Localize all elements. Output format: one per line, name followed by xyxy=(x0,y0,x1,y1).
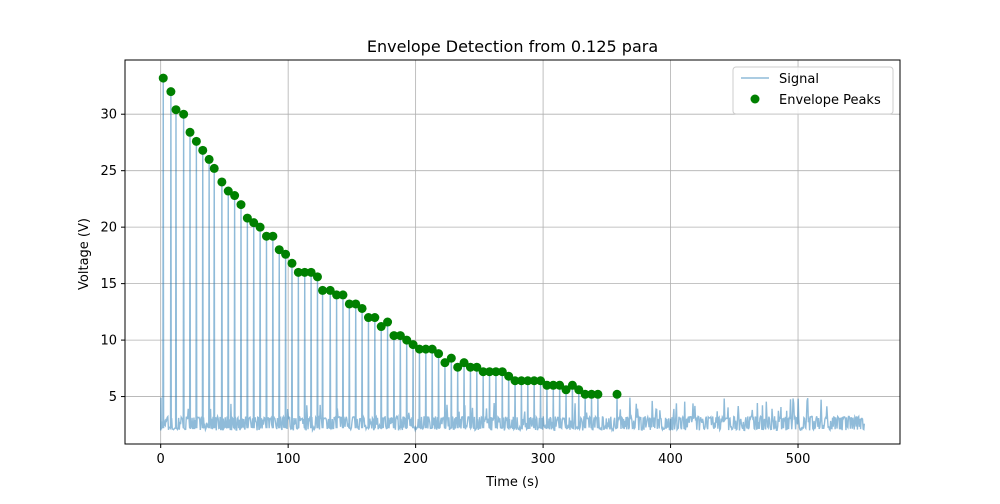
legend-signal-label: Signal xyxy=(779,72,819,87)
envelope-peak-point xyxy=(261,231,271,241)
envelope-peak-point xyxy=(223,186,233,196)
envelope-peak-point xyxy=(561,385,571,395)
envelope-peak-point xyxy=(171,105,181,115)
envelope-peak-point xyxy=(217,177,227,187)
envelope-peak-point xyxy=(427,344,437,354)
envelope-peak-point xyxy=(158,73,168,83)
envelope-peak-point xyxy=(472,362,482,372)
envelope-peak-point xyxy=(332,290,342,300)
envelope-peak-point xyxy=(491,367,501,377)
x-tick-label: 300 xyxy=(531,452,556,467)
envelope-peak-point xyxy=(402,335,412,345)
envelope-peak-point xyxy=(306,267,316,277)
y-tick-label: 25 xyxy=(100,164,117,179)
envelope-peak-point xyxy=(191,136,201,146)
envelope-peak-point xyxy=(383,317,393,327)
envelope-peak-point xyxy=(287,258,297,268)
envelope-peak-point xyxy=(293,267,303,277)
x-tick-label: 0 xyxy=(157,452,165,467)
envelope-peak-point xyxy=(434,349,444,359)
y-tick-label: 20 xyxy=(100,221,117,236)
envelope-peak-point xyxy=(453,362,463,372)
legend-peaks-label: Envelope Peaks xyxy=(779,93,881,108)
signal-series xyxy=(159,78,866,433)
y-tick-label: 30 xyxy=(100,108,117,123)
envelope-peak-point xyxy=(408,340,418,350)
x-tick-label: 200 xyxy=(403,452,428,467)
envelope-peak-point xyxy=(185,127,195,137)
envelope-peak-point xyxy=(529,376,539,386)
envelope-peak-point xyxy=(370,313,380,323)
y-tick-label: 5 xyxy=(109,390,117,405)
x-tick-label: 400 xyxy=(658,452,683,467)
envelope-peak-point xyxy=(446,353,456,363)
envelope-peak-point xyxy=(459,358,469,368)
envelope-peak-point xyxy=(255,222,265,232)
legend-peaks-swatch xyxy=(750,94,760,104)
x-axis-ticks: 0 100 200 300 400 500 xyxy=(157,444,811,467)
envelope-peak-point xyxy=(351,299,361,309)
envelope-peak-point xyxy=(357,303,367,313)
envelope-peak-point xyxy=(338,290,348,300)
envelope-peak-point xyxy=(523,376,533,386)
y-axis-label: Voltage (V) xyxy=(77,218,92,290)
chart-title: Envelope Detection from 0.125 para xyxy=(367,37,658,56)
envelope-peak-point xyxy=(414,344,424,354)
x-tick-label: 100 xyxy=(276,452,301,467)
envelope-peak-point xyxy=(465,362,475,372)
envelope-peak-point xyxy=(268,231,278,241)
plot-frame xyxy=(124,59,901,445)
y-tick-label: 10 xyxy=(100,334,117,349)
envelope-peak-point xyxy=(204,154,214,164)
envelope-peak-point xyxy=(312,272,322,282)
envelope-peak-point xyxy=(542,380,552,390)
envelope-peak-point xyxy=(440,358,450,368)
envelope-peak-point xyxy=(574,385,584,395)
envelope-peak-point xyxy=(510,376,520,386)
envelope-peak-point xyxy=(516,376,526,386)
legend-box xyxy=(732,66,894,115)
envelope-peak-point xyxy=(300,267,310,277)
envelope-peak-point xyxy=(179,109,189,119)
envelope-peak-point xyxy=(485,367,495,377)
envelope-peak-point xyxy=(567,380,577,390)
envelope-peak-point xyxy=(504,371,514,381)
envelope-peak-point xyxy=(274,245,284,255)
y-tick-label: 15 xyxy=(100,277,117,292)
legend: Signal Envelope Peaks xyxy=(732,66,894,115)
envelope-peak-point xyxy=(318,285,328,295)
envelope-peak-point xyxy=(587,389,597,399)
envelope-peak-point xyxy=(242,213,252,223)
envelope-peak-point xyxy=(536,376,546,386)
envelope-peaks-series xyxy=(158,73,622,399)
envelope-peak-point xyxy=(198,145,208,155)
signal-line xyxy=(159,78,866,433)
envelope-peak-point xyxy=(249,218,259,228)
envelope-peak-point xyxy=(612,389,622,399)
envelope-peak-point xyxy=(497,367,507,377)
envelope-peak-point xyxy=(395,331,405,341)
envelope-peak-point xyxy=(209,163,219,173)
envelope-peak-point xyxy=(230,191,240,201)
y-axis-ticks: 5 10 15 20 25 30 xyxy=(100,108,125,405)
envelope-peak-point xyxy=(421,344,431,354)
envelope-peak-point xyxy=(325,285,335,295)
envelope-peak-point xyxy=(344,299,354,309)
envelope-peak-point xyxy=(166,87,176,97)
envelope-peak-point xyxy=(548,380,558,390)
envelope-peak-point xyxy=(236,200,246,210)
envelope-peak-point xyxy=(363,313,373,323)
envelope-peak-point xyxy=(281,249,291,259)
envelope-peak-point xyxy=(478,367,488,377)
x-tick-label: 500 xyxy=(786,452,811,467)
envelope-peak-point xyxy=(593,389,603,399)
envelope-peak-point xyxy=(580,389,590,399)
envelope-peak-point xyxy=(389,331,399,341)
x-axis-label: Time (s) xyxy=(485,475,539,490)
envelope-peak-point xyxy=(555,380,565,390)
envelope-peak-point xyxy=(376,322,386,332)
